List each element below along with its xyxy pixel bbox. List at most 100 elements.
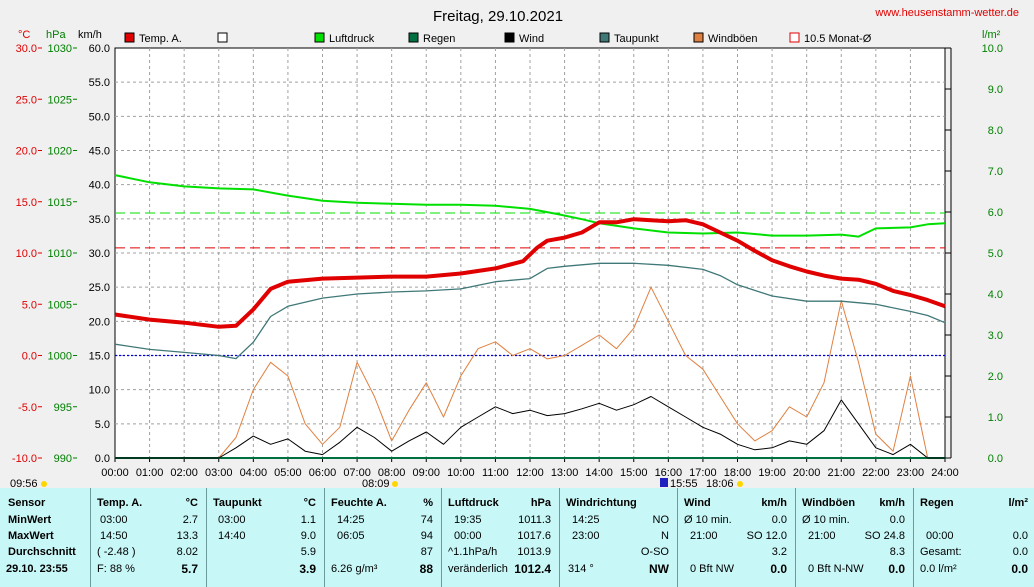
gust-max-time: 21:00 [808,530,836,542]
hum-max-value: 94 [420,530,433,542]
rain-current: 0.0 [1011,562,1028,576]
wind-current: 0.0 [770,562,787,576]
hpa-tick-label: 1000 [48,351,72,363]
wind-max-value: SO 12.0 [746,530,787,542]
hpa-tick-label: 1020 [48,146,72,158]
hour-tick-label: 19:00 [758,467,786,479]
sun-icon [392,481,398,487]
hour-tick-label: 14:00 [585,467,613,479]
rain-total-label: Gesamt: [920,546,962,558]
time-markers: 09:56 08:09 15:55 18:06 [10,478,743,488]
hour-tick-label: 05:00 [274,467,302,479]
temp-humidity: F: 88 % [97,563,135,575]
dir-max-value: N [661,530,669,542]
hour-tick-label: 07:00 [343,467,371,479]
wind-unit: km/h [761,497,787,509]
temp-current: 5.7 [181,562,198,576]
website-label[interactable]: www.heusenstamm-wetter.de [874,7,1019,19]
dir-title: Windrichtung [566,497,637,509]
statistics-panel: Sensor MinWert MaxWert Durchschnitt 29.1… [0,488,1034,587]
kmh-tick-label: 50.0 [89,111,110,123]
kmh-tick-label: 40.0 [89,180,110,192]
gust-bft: 0 Bft N-NW [808,563,864,575]
rain-tick-label: 2.0 [988,371,1003,383]
col-temp: Temp. A. °C 03:00 2.7 14:50 13.3 ( -2.48… [91,488,206,587]
temp-min-value: 2.7 [182,514,198,526]
dew-unit: °C [303,497,316,509]
kmh-tick-label: 45.0 [89,146,110,158]
dir-min-value: NO [652,514,670,526]
kmh-tick-label: 10.0 [89,385,110,397]
col-pressure: Luftdruck hPa 19:35 1011.3 00:00 1017.6 … [442,488,559,587]
rain-unit: l/m² [1008,497,1028,509]
col-wind: Wind km/h Ø 10 min. 0.0 21:00 SO 12.0 3.… [678,488,795,587]
legend-swatch [408,32,419,43]
hour-tick-label: 02:00 [170,467,198,479]
hour-tick-label: 08:00 [378,467,406,479]
kmh-tick-label: 35.0 [89,214,110,226]
press-tendency: veränderlich [448,563,508,575]
press-avg-value: 1013.9 [517,546,551,558]
legend-swatch [599,32,610,43]
temp-tick-label: 10.0 [16,248,37,260]
sun-icon [737,481,743,487]
grid [115,48,945,458]
hour-tick-label: 22:00 [862,467,890,479]
y-axes: 30.0 25.0 20.0 15.0 10.0 5.0 0.0 -5.0 -10.0 1030 1… [12,43,1003,465]
wind-min-value: 0.0 [771,514,787,526]
kmh-tick-label: 5.0 [95,419,110,431]
series-wind [115,396,945,459]
dew-max-value: 9.0 [300,530,316,542]
rain-tick-label: 4.0 [988,289,1003,301]
labels-column: Sensor MinWert MaxWert Durchschnitt 29.1… [0,488,90,587]
wind-title: Wind [684,497,711,509]
rain-tick-label: 3.0 [988,330,1003,342]
series-windböen [115,286,945,459]
temp-max-time: 14:50 [100,530,128,542]
hum-min-time: 14:25 [337,514,365,526]
dew-max-time: 14:40 [218,530,246,542]
kmh-tick-label: 15.0 [89,351,110,363]
hour-tick-label: 16:00 [655,467,683,479]
gust-title: Windböen [802,497,856,509]
press-min-value: 1011.3 [518,514,551,526]
legend-swatch [789,32,800,43]
hour-tick-label: 03:00 [205,467,233,479]
hour-tick-label: 21:00 [827,467,855,479]
rain-total-value: 0.0 [1012,546,1028,558]
temp-tick-label: 20.0 [16,146,37,158]
wind-bft: 0 Bft NW [690,563,735,575]
rain-tick-label: 6.0 [988,207,1003,219]
dew-min-time: 03:00 [218,514,246,526]
dir-degrees: 314 ° [568,563,594,575]
sun-icon [41,481,47,487]
kmh-tick-label: 60.0 [89,43,110,55]
marker-1: 08:09 [362,478,390,488]
wind-min-label: Ø 10 min. [684,514,732,526]
hour-tick-label: 23:00 [897,467,925,479]
hum-max-time: 06:05 [337,530,365,542]
marker-3: 18:06 [706,478,734,488]
rain-tick-label: 0.0 [988,453,1003,465]
wind-avg-value: 3.2 [771,546,787,558]
hum-absolute: 6.26 g/m³ [331,563,378,575]
dew-avg-value: 5.9 [300,546,316,558]
kmh-tick-label: 25.0 [89,282,110,294]
legend-label: Regen [423,33,455,45]
press-min-time: 19:35 [454,514,482,526]
temp-title: Temp. A. [97,497,143,509]
hour-tick-label: 18:00 [724,467,752,479]
press-max-time: 00:00 [454,530,482,542]
hour-tick-label: 24:00 [931,467,959,479]
hum-title: Feuchte A. [331,497,387,509]
legend-swatch [693,32,704,43]
hour-tick-label: 20:00 [793,467,821,479]
marker-sunrise: 09:56 [10,478,38,488]
hour-tick-label: 10:00 [447,467,475,479]
hpa-tick-label: 1025 [48,94,72,106]
press-max-value: 1017.6 [517,530,551,542]
rain-title: Regen [920,497,954,509]
rain-tick-label: 7.0 [988,166,1003,178]
press-current: 1012.4 [514,562,551,576]
x-axis: 00:00 01:00 02:00 03:00 04:00 05:00 06:00 07:00… [101,458,959,479]
